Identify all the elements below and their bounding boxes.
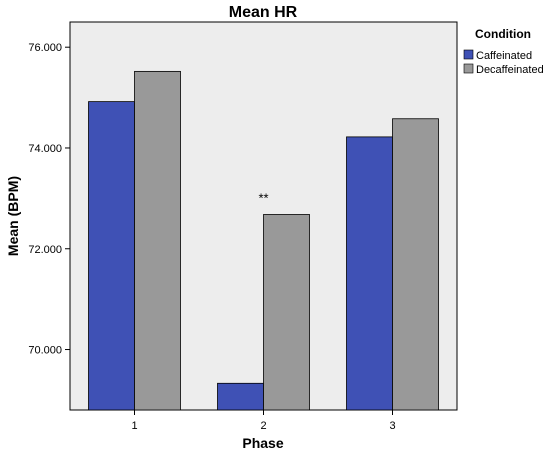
y-axis: 70.000 72.000 74.000 76.000	[28, 42, 70, 357]
legend-swatch-caffeinated	[463, 49, 474, 60]
chart-title: Mean HR	[229, 4, 298, 21]
legend-label-decaffeinated: Decaffeinated	[476, 64, 544, 76]
bar-caffeinated-phase-2	[217, 382, 264, 411]
legend-title: Condition	[475, 27, 531, 41]
y-tick-label-70: 70.000	[28, 345, 62, 357]
bar-decaffeinated-phase-1	[134, 70, 181, 411]
bar-decaffeinated-phase-3	[392, 118, 439, 411]
significance-annotation: **	[258, 190, 268, 205]
y-tick-label-74: 74.000	[28, 143, 62, 155]
y-tick-label-72: 72.000	[28, 244, 62, 256]
x-axis: 1 2 3	[131, 410, 396, 432]
x-tick-label-3: 3	[389, 420, 395, 432]
bars-layer	[88, 70, 439, 411]
x-tick-label-1: 1	[131, 420, 137, 432]
x-tick-label-2: 2	[260, 420, 266, 432]
bar-caffeinated-phase-3	[346, 136, 393, 411]
legend: Condition Caffeinated Decaffeinated	[463, 27, 544, 76]
bar-caffeinated-phase-1	[88, 101, 135, 411]
legend-swatch-decaffeinated	[463, 63, 474, 74]
y-tick-label-76: 76.000	[28, 42, 62, 54]
legend-label-caffeinated: Caffeinated	[476, 50, 532, 62]
bar-decaffeinated-phase-2	[263, 214, 310, 411]
y-axis-title: Mean (BPM)	[5, 176, 21, 256]
x-axis-title: Phase	[242, 435, 283, 451]
